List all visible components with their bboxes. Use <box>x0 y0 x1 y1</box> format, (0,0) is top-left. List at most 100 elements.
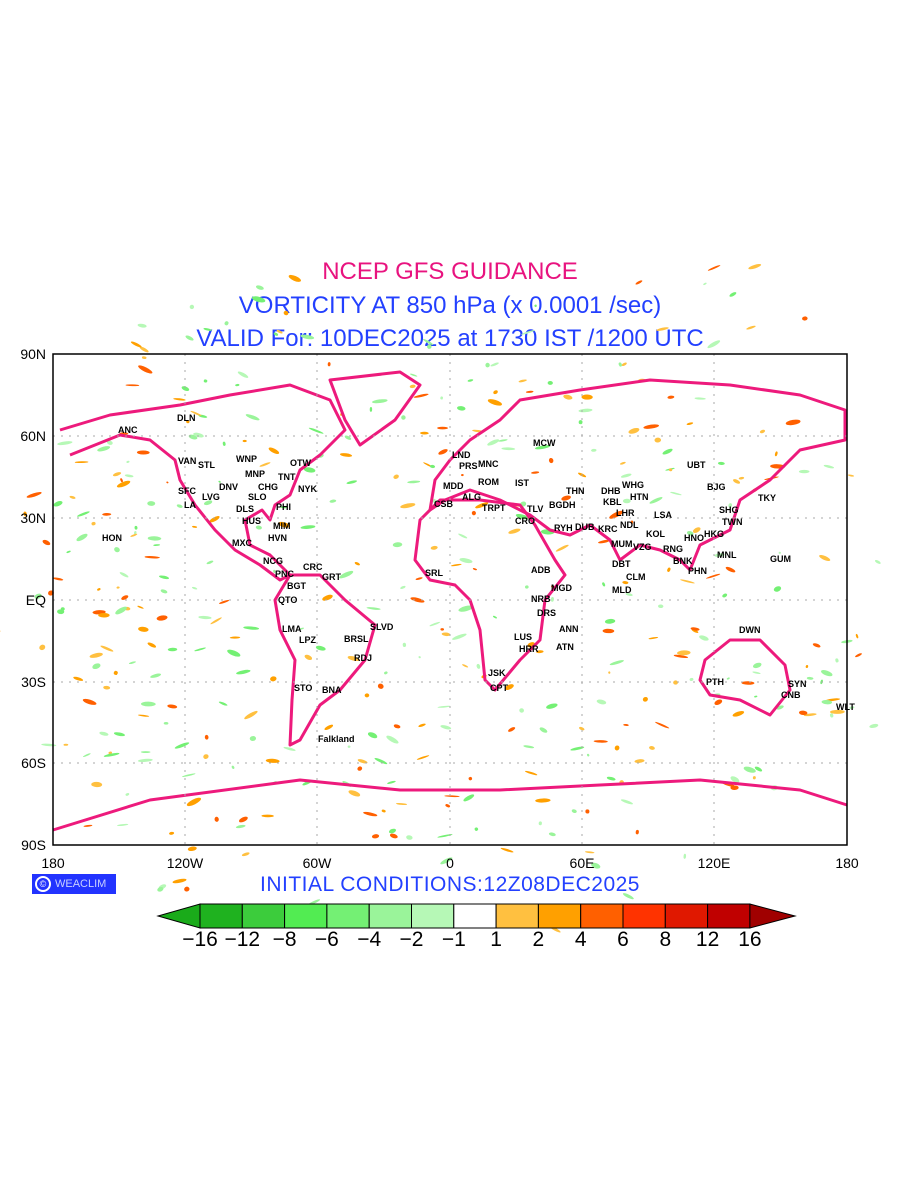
vorticity-patch <box>667 395 675 399</box>
vorticity-patch <box>602 582 606 587</box>
vorticity-patch <box>241 852 250 857</box>
weaclim-logo: © WEACLIM <box>32 874 116 894</box>
vorticity-patch <box>138 626 149 632</box>
vorticity-patch <box>218 599 230 604</box>
vorticity-patch <box>579 726 585 731</box>
vorticity-patch <box>137 714 150 717</box>
coastlines <box>52 370 848 832</box>
city-label: ANC <box>118 425 138 435</box>
city-label: HUS <box>242 516 262 526</box>
colorbar-swatch <box>622 903 666 929</box>
vorticity-patch <box>121 595 129 600</box>
vorticity-patch <box>395 802 408 806</box>
vorticity-patch <box>243 626 260 630</box>
city-label: BRSL <box>344 634 369 644</box>
vorticity-patch <box>869 723 879 729</box>
vorticity-patch <box>82 698 97 705</box>
vorticity-patch <box>119 572 129 578</box>
vorticity-patch <box>649 746 655 750</box>
city-label: MGD <box>551 583 572 593</box>
vorticity-patch <box>722 593 728 598</box>
colorbar-label: −8 <box>272 928 297 951</box>
vorticity-patch <box>429 621 441 627</box>
vorticity-patch <box>371 834 380 839</box>
vorticity-patch <box>283 310 289 316</box>
vorticity-patch <box>125 793 130 796</box>
vorticity-patch <box>656 327 669 331</box>
city-label: TWN <box>722 517 743 527</box>
city-label: CHG <box>258 482 278 492</box>
vorticity-patch <box>134 525 138 530</box>
vorticity-patch <box>686 422 694 426</box>
vorticity-patch <box>445 804 451 808</box>
vorticity-patch <box>536 650 544 654</box>
vorticity-patch <box>210 617 222 625</box>
vorticity-patch <box>819 555 831 561</box>
city-label: PHI <box>276 502 292 512</box>
vorticity-patch <box>367 732 378 739</box>
city-label: RYH <box>554 523 573 533</box>
vorticity-patch <box>193 432 204 438</box>
vorticity-patch <box>231 765 235 769</box>
city-label: LUS <box>514 632 532 642</box>
vorticity-patch <box>259 462 271 467</box>
vorticity-patch <box>222 441 226 446</box>
city-label: HRR <box>519 644 539 654</box>
vorticity-patch <box>521 330 535 335</box>
city-label: UBT <box>687 460 706 470</box>
vorticity-patch <box>625 593 633 597</box>
city-label: PTH <box>706 677 724 687</box>
vorticity-patch <box>621 362 627 367</box>
vorticity-patch <box>778 551 781 554</box>
vorticity-patch <box>673 654 689 659</box>
greenland-outline <box>328 370 422 447</box>
lon-label: 180 <box>41 855 65 871</box>
vorticity-patch <box>167 704 178 709</box>
vorticity-patch <box>418 656 421 659</box>
vorticity-patch <box>593 740 608 743</box>
vorticity-patch <box>689 677 694 681</box>
vorticity-patch <box>237 371 249 378</box>
city-label: JSK <box>488 668 506 678</box>
vorticity-patch <box>642 696 648 702</box>
lon-label: 60W <box>302 855 332 871</box>
vorticity-patch <box>686 531 694 536</box>
vorticity-patch <box>357 759 368 764</box>
city-label: PRS <box>459 461 478 471</box>
city-label: DWN <box>739 625 761 635</box>
vorticity-patch <box>137 605 144 609</box>
vorticity-patch <box>717 461 725 465</box>
city-label: MNP <box>245 469 265 479</box>
vorticity-patch <box>329 499 337 503</box>
vorticity-patch <box>174 742 190 749</box>
vorticity-patch <box>63 743 69 746</box>
vorticity-patch <box>91 521 96 526</box>
vorticity-patch <box>400 503 416 509</box>
lon-label: 120E <box>697 855 731 871</box>
vorticity-patch <box>173 398 186 401</box>
vorticity-patch <box>429 464 436 469</box>
vorticity-patch <box>461 474 464 477</box>
vorticity-patch <box>124 474 134 478</box>
vorticity-patch <box>501 447 516 451</box>
colorbar-swatch <box>326 903 370 929</box>
vorticity-patch <box>829 713 834 718</box>
vorticity-patch <box>393 724 401 729</box>
vorticity-patch <box>410 597 425 603</box>
vorticity-patch <box>570 746 585 751</box>
vorticity-patch <box>550 597 554 602</box>
vorticity-patch <box>591 448 597 452</box>
vorticity-patch <box>76 533 88 542</box>
vorticity-patch <box>759 429 766 434</box>
vorticity-patch <box>773 586 782 592</box>
vorticity-patch <box>458 605 474 612</box>
vorticity-patch <box>874 560 881 564</box>
vorticity-patch <box>227 649 241 657</box>
vorticity-patch <box>458 533 468 539</box>
city-label: BNK <box>673 556 693 566</box>
vorticity-patch <box>732 711 745 717</box>
colorbar-swatch <box>284 903 328 929</box>
vorticity-patch <box>366 607 381 610</box>
city-label: MNL <box>717 550 737 560</box>
